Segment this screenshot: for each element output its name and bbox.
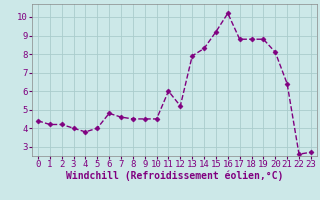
- X-axis label: Windchill (Refroidissement éolien,°C): Windchill (Refroidissement éolien,°C): [66, 171, 283, 181]
